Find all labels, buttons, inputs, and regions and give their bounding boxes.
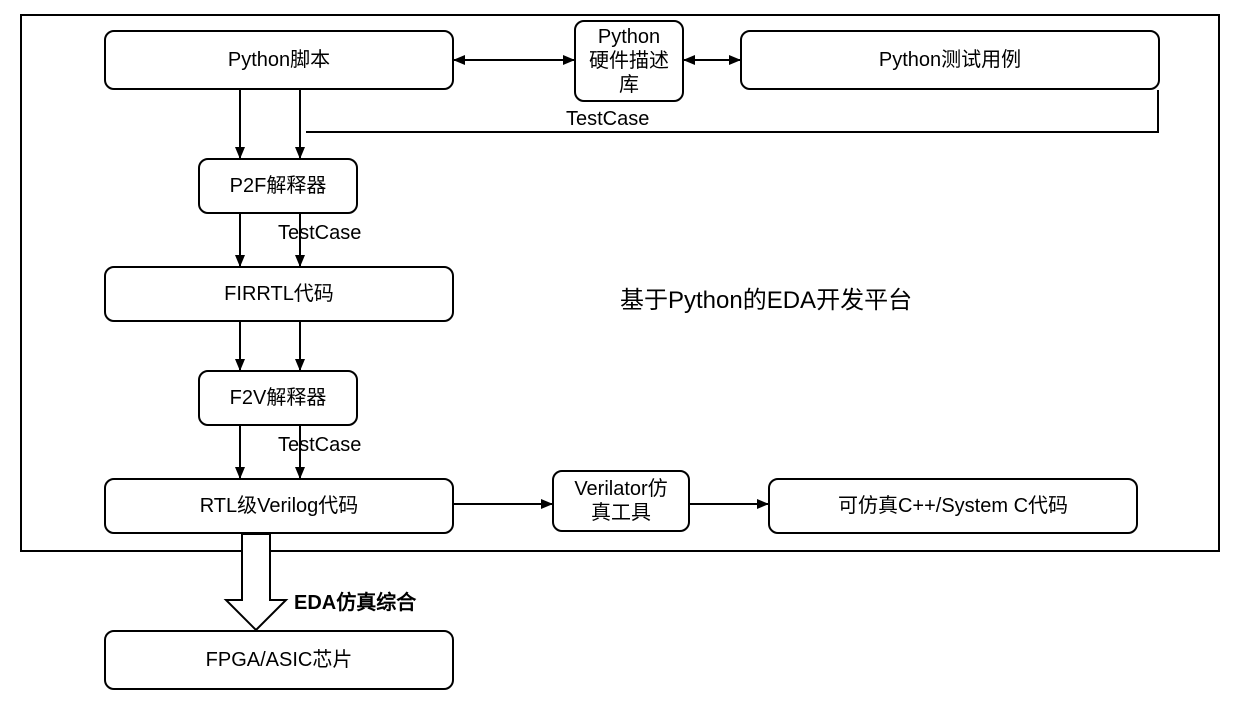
node-cpp-sysc: 可仿真C++/System C代码 <box>768 478 1138 534</box>
node-label: Verilator仿真工具 <box>574 477 667 525</box>
label-testcase-3: TestCase <box>278 434 361 457</box>
node-python-script: Python脚本 <box>104 30 454 90</box>
node-testcase-src: Python测试用例 <box>740 30 1160 90</box>
node-label: 可仿真C++/System C代码 <box>838 494 1068 518</box>
label-eda-synth: EDA仿真综合 <box>294 586 416 615</box>
node-label: FPGA/ASIC芯片 <box>206 648 353 672</box>
node-label: Python脚本 <box>228 48 330 72</box>
node-f2v: F2V解释器 <box>198 370 358 426</box>
node-hw-lib: Python硬件描述库 <box>574 20 684 102</box>
node-label: F2V解释器 <box>230 386 327 410</box>
node-label: Python硬件描述库 <box>589 25 669 97</box>
node-label: FIRRTL代码 <box>224 282 334 306</box>
node-p2f: P2F解释器 <box>198 158 358 214</box>
label-platform-title: 基于Python的EDA开发平台 <box>620 280 912 315</box>
node-firrtl: FIRRTL代码 <box>104 266 454 322</box>
node-label: Python测试用例 <box>879 48 1021 72</box>
label-testcase-2: TestCase <box>278 222 361 245</box>
node-verilator: Verilator仿真工具 <box>552 470 690 532</box>
label-testcase-1: TestCase <box>566 108 649 131</box>
node-fpga: FPGA/ASIC芯片 <box>104 630 454 690</box>
node-label: P2F解释器 <box>230 174 327 198</box>
node-label: RTL级Verilog代码 <box>200 494 359 518</box>
node-rtl: RTL级Verilog代码 <box>104 478 454 534</box>
